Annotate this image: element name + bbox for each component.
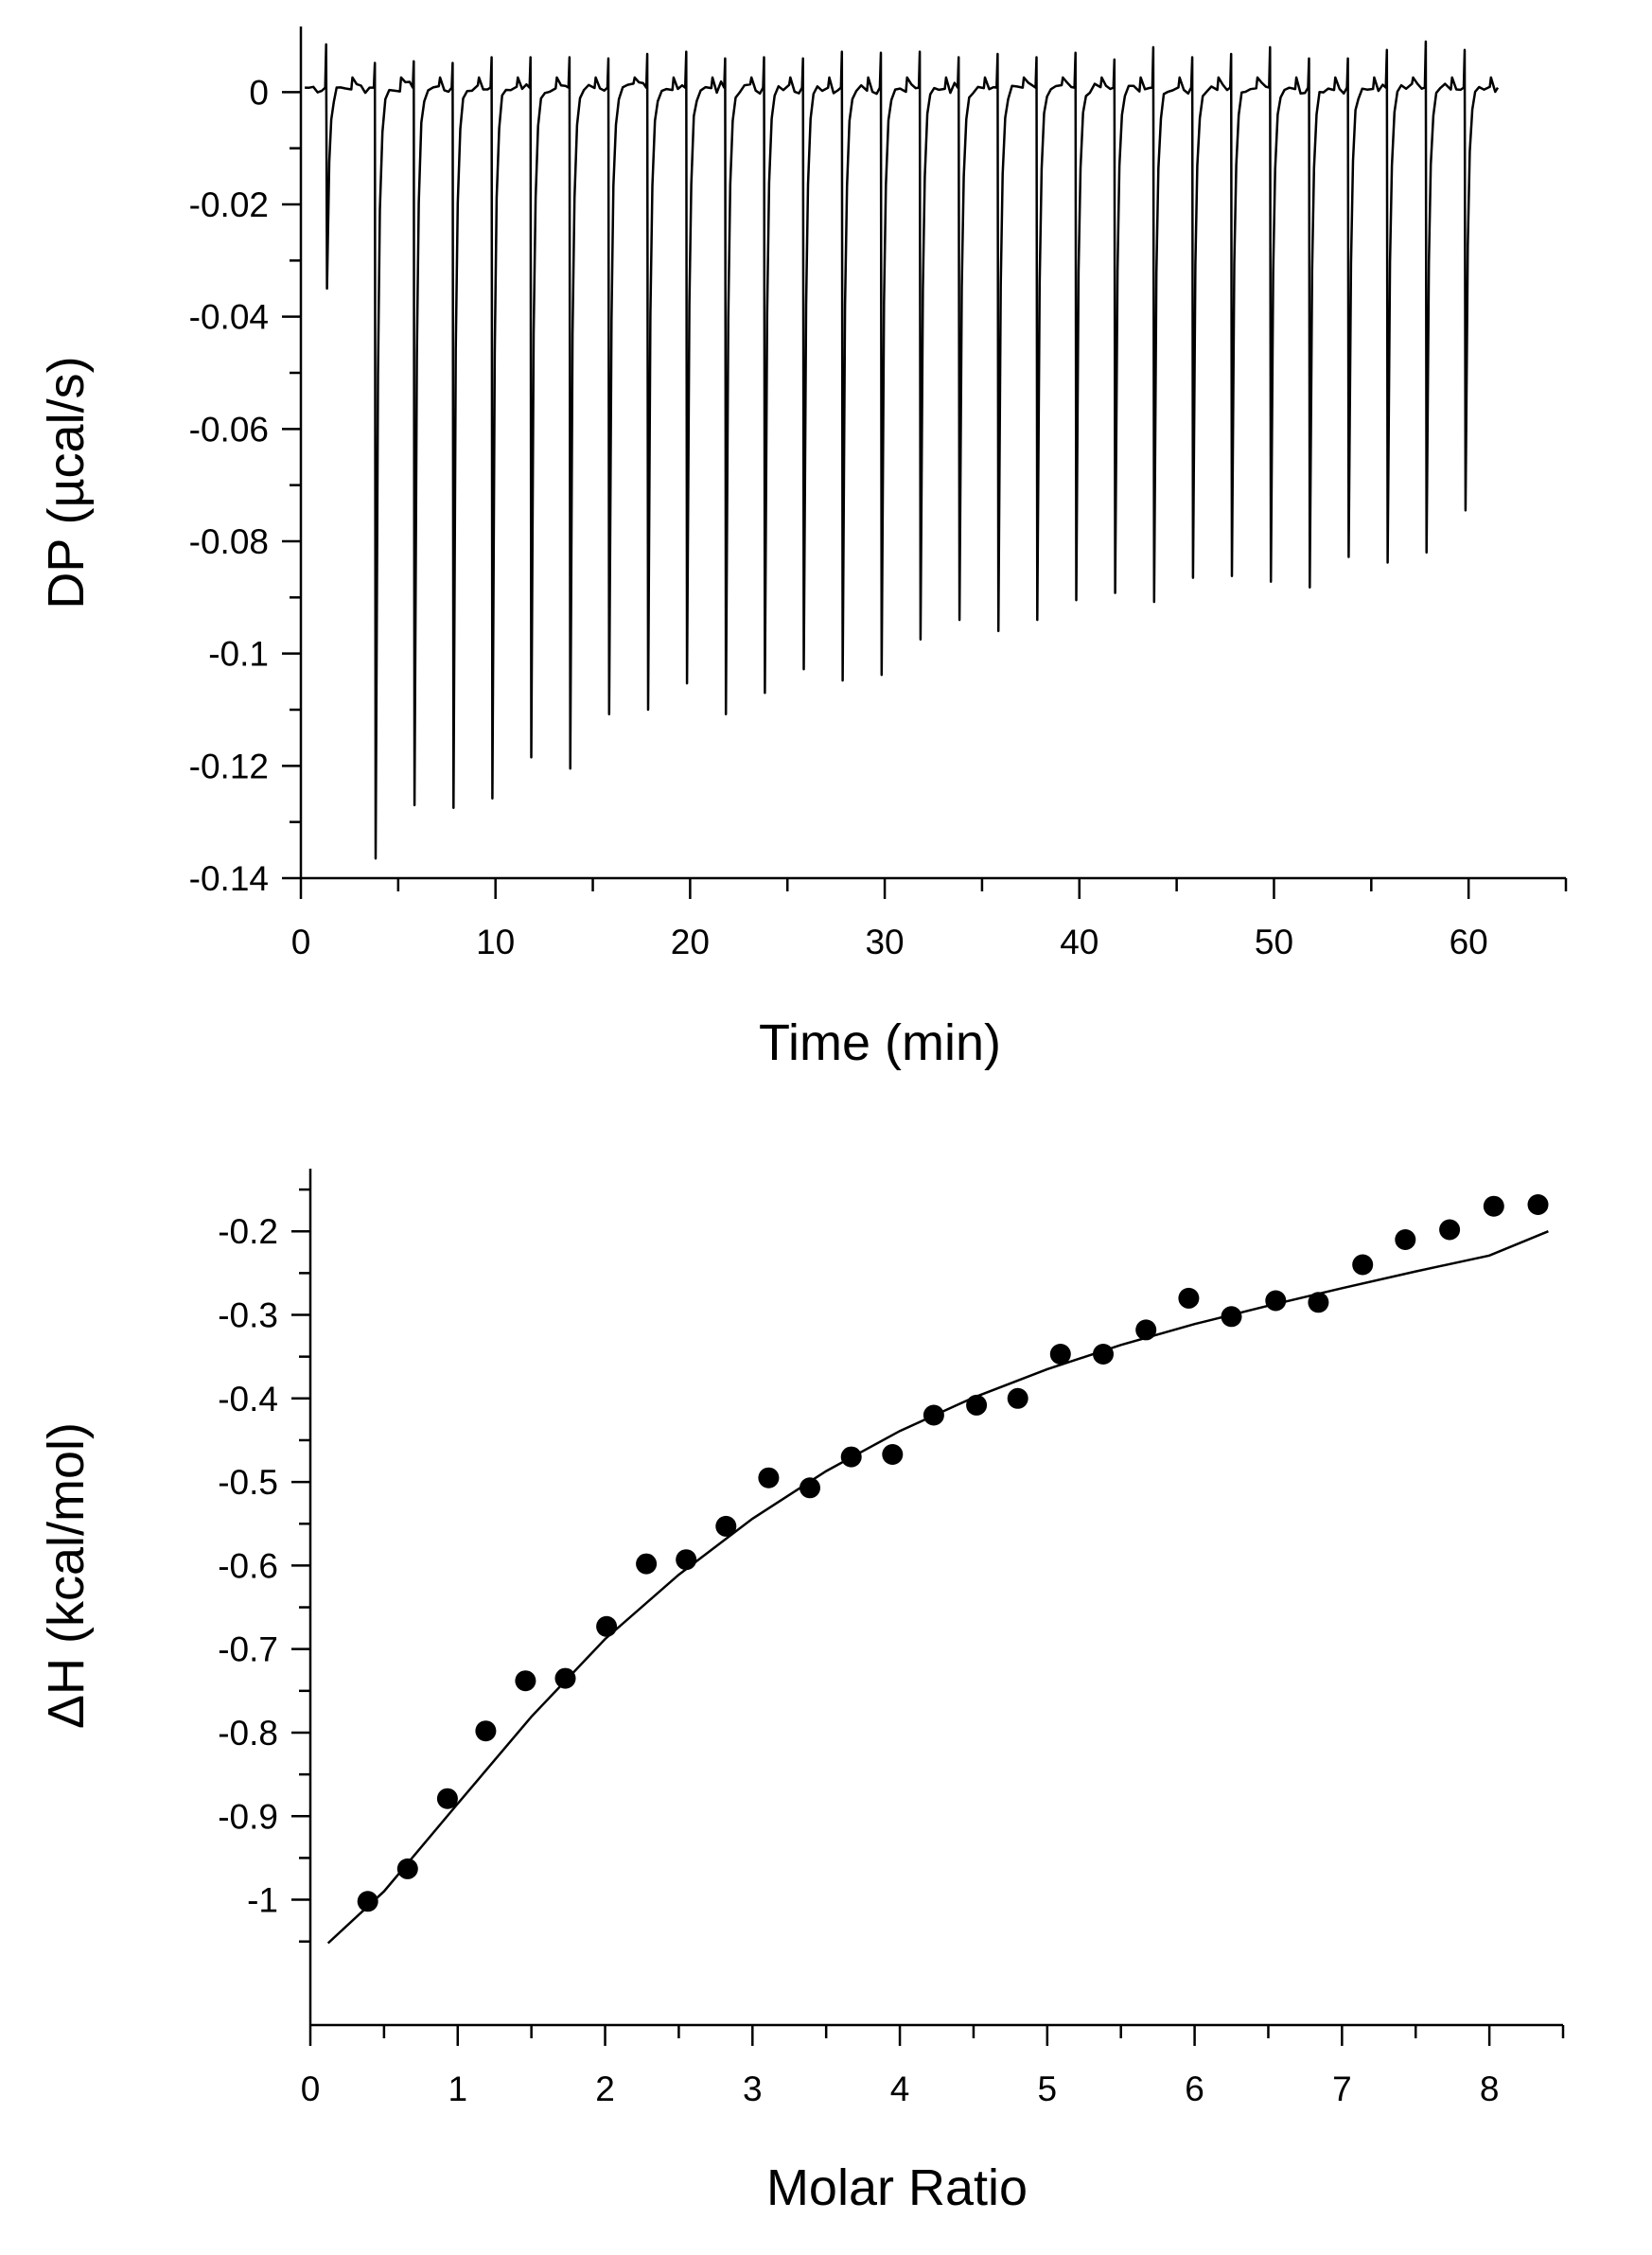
thermogram-x-tick-label: 50 — [1255, 923, 1293, 961]
isotherm-data-point — [357, 1891, 378, 1912]
isotherm-y-tick-label: -0.6 — [218, 1546, 278, 1585]
thermogram-y-tick-label: -0.08 — [189, 522, 269, 561]
isotherm-data-point — [1439, 1219, 1461, 1241]
isotherm-data-point — [882, 1444, 904, 1465]
isotherm-data-point — [758, 1467, 780, 1489]
isotherm-data-point — [923, 1404, 944, 1426]
isotherm-data-point — [1483, 1195, 1504, 1217]
thermogram-x-tick-label: 40 — [1060, 923, 1098, 961]
isotherm-data-point — [596, 1615, 618, 1637]
isotherm-y-tick-label: -0.8 — [218, 1714, 278, 1753]
isotherm-x-tick-label: 1 — [448, 2070, 467, 2108]
isotherm-marks — [326, 1194, 1549, 1945]
thermogram-x-axis-title: Time (min) — [759, 1014, 1001, 1071]
isotherm-data-point — [396, 1858, 418, 1879]
isotherm-data-point — [1007, 1387, 1028, 1409]
isotherm-fit-line — [326, 1230, 1549, 1945]
isotherm-data-point — [1221, 1306, 1242, 1328]
isotherm-data-point — [800, 1477, 820, 1499]
thermogram-panel: 0 10 20 30 40 50 60 0 -0.02 -0.04 -0.06 -0.08 -0.1 -0… — [38, 26, 1568, 1071]
isotherm-x-tick-label: 3 — [743, 2070, 763, 2108]
thermogram-y-tick-label: -0.14 — [189, 859, 269, 898]
isotherm-y-tick-label: -1 — [247, 1881, 278, 1920]
thermogram-trace-line — [305, 40, 1500, 860]
thermogram-x-tick-label: 0 — [291, 923, 311, 961]
isotherm-x-tick-label: 6 — [1185, 2070, 1204, 2108]
isotherm-data-point — [1049, 1344, 1071, 1365]
isotherm-data-point — [1395, 1229, 1416, 1250]
thermogram-x-tick-label: 20 — [671, 923, 710, 961]
isotherm-data-point — [1135, 1319, 1157, 1341]
isotherm-data-point — [1178, 1287, 1200, 1309]
isotherm-y-tick-label: -0.2 — [218, 1212, 278, 1251]
isotherm-y-tick-label: -0.4 — [218, 1380, 278, 1418]
thermogram-x-tick-label: 60 — [1450, 923, 1488, 961]
isotherm-data-point — [515, 1670, 536, 1692]
thermogram-y-tick-label: -0.1 — [208, 635, 269, 674]
isotherm-axes: 0 1 2 3 4 5 6 7 8 -0.2 -0.3 -0.4 -0.5 -0.6 -0.7 -0.8 -0.… — [218, 1169, 1565, 2108]
isotherm-y-tick-label: -0.7 — [218, 1630, 278, 1669]
isotherm-data-point — [554, 1667, 576, 1689]
isotherm-x-tick-label: 8 — [1480, 2070, 1500, 2108]
thermogram-x-tick-label: 10 — [476, 923, 515, 961]
isotherm-data-point — [436, 1788, 458, 1809]
thermogram-y-axis-title: DP (µcal/s) — [38, 356, 95, 608]
isotherm-data-point — [475, 1720, 497, 1742]
isotherm-data-point — [1527, 1194, 1549, 1215]
isotherm-y-tick-label: -0.9 — [218, 1797, 278, 1836]
isotherm-data-point — [1265, 1290, 1287, 1312]
isotherm-y-tick-label: -0.3 — [218, 1296, 278, 1335]
isotherm-data-point — [1352, 1254, 1374, 1276]
isotherm-x-tick-label: 2 — [595, 2070, 615, 2108]
isotherm-x-axis-title: Molar Ratio — [766, 2159, 1028, 2216]
thermogram-y-tick-label: 0 — [249, 73, 269, 112]
thermogram-marks — [305, 40, 1500, 860]
isotherm-x-tick-label: 0 — [301, 2070, 321, 2108]
thermogram-axes: 0 10 20 30 40 50 60 0 -0.02 -0.04 -0.06 -0.08 -0.1 -0… — [189, 26, 1568, 961]
thermogram-y-tick-label: -0.06 — [189, 410, 269, 449]
thermogram-x-tick-label: 30 — [865, 923, 904, 961]
isotherm-data-point — [1093, 1344, 1114, 1365]
thermogram-y-tick-label: -0.04 — [189, 298, 269, 337]
isotherm-data-point — [676, 1549, 697, 1571]
isotherm-data-point — [1308, 1292, 1329, 1313]
isotherm-data-point — [966, 1394, 988, 1416]
binding-isotherm-panel: 0 1 2 3 4 5 6 7 8 -0.2 -0.3 -0.4 -0.5 -0.6 -0.7 -0.8 -0.… — [38, 1169, 1565, 2216]
isotherm-y-axis-title: ΔH (kcal/mol) — [38, 1422, 95, 1729]
isotherm-x-tick-label: 7 — [1332, 2070, 1352, 2108]
isotherm-data-point — [636, 1553, 658, 1575]
isotherm-x-tick-label: 5 — [1038, 2070, 1058, 2108]
isotherm-x-tick-label: 4 — [890, 2070, 910, 2108]
isotherm-y-tick-label: -0.5 — [218, 1463, 278, 1502]
isotherm-data-point — [715, 1515, 737, 1537]
thermogram-y-tick-label: -0.02 — [189, 185, 269, 224]
isotherm-data-point — [840, 1446, 862, 1468]
thermogram-y-tick-label: -0.12 — [189, 747, 269, 785]
